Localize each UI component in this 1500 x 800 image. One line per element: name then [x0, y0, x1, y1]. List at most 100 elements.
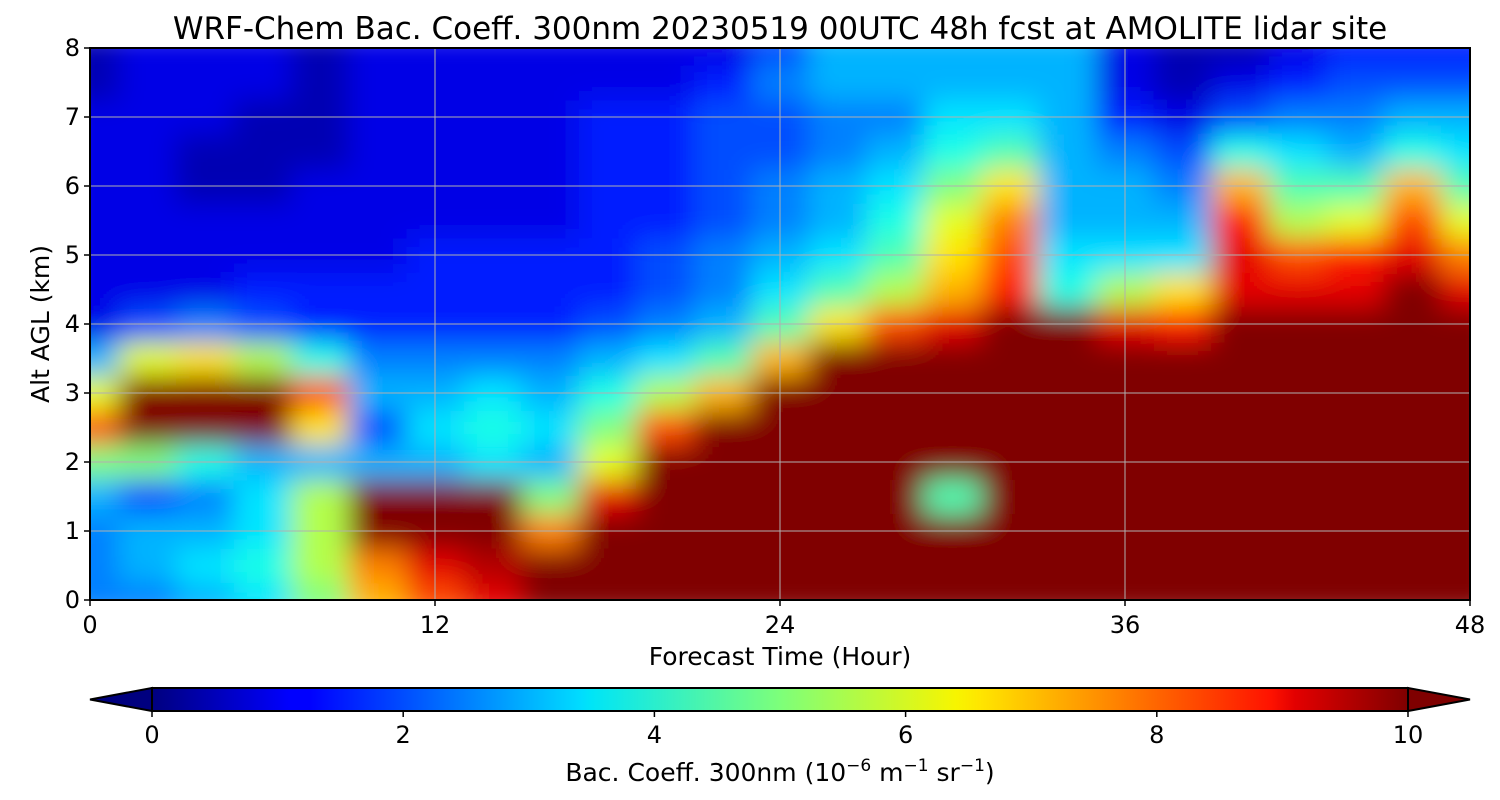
heatmap-cell: [521, 410, 580, 446]
heatmap-cell: [176, 341, 235, 377]
heatmap-cell: [90, 65, 120, 101]
heatmap-cell: [1268, 272, 1327, 308]
heatmap-cell: [578, 479, 637, 515]
heatmap-cell: [463, 548, 522, 584]
heatmap-cell: [1268, 479, 1327, 515]
heatmap-cell: [1441, 48, 1470, 66]
heatmap-cell: [1211, 203, 1270, 239]
colorbar-ticks: 0 2 4 6 8 10: [144, 711, 1423, 749]
heatmap-cell: [693, 479, 752, 515]
heatmap-cell: [90, 479, 120, 515]
heatmap-cell: [1211, 134, 1270, 170]
x-tick-label: 48: [1455, 611, 1486, 639]
heatmap-cell: [1153, 548, 1212, 584]
x-tick-label: 0: [82, 611, 97, 639]
heatmap-cell: [521, 203, 580, 239]
heatmap-cell: [1153, 582, 1212, 600]
heatmap-cell: [808, 272, 867, 308]
heatmap-cell: [1268, 134, 1327, 170]
heatmap-cell: [1441, 410, 1470, 446]
x-axis: 0 12 24 36 48: [82, 600, 1485, 639]
heatmap-cell: [233, 134, 292, 170]
heatmap-cell: [1153, 272, 1212, 308]
heatmap-cell: [808, 341, 867, 377]
heatmap-cell: [1326, 479, 1385, 515]
heatmap-cell: [348, 272, 407, 308]
heatmap-cell: [923, 203, 982, 239]
heatmap-cell: [291, 410, 350, 446]
heatmap-cell: [1326, 203, 1385, 239]
heatmap-cell: [1383, 203, 1442, 239]
heatmap-cell: [348, 410, 407, 446]
heatmap-cell: [866, 341, 925, 377]
colorbar-label-exp1: −6: [846, 756, 871, 776]
colorbar-label-exp2: −1: [904, 756, 929, 776]
y-tick-label: 0: [65, 586, 80, 614]
heatmap-cell: [866, 134, 925, 170]
heatmap-cell: [1153, 479, 1212, 515]
heatmap-cell: [1268, 341, 1327, 377]
heatmap-cell: [578, 410, 637, 446]
heatmap-cell: [578, 65, 637, 101]
heatmap-cell: [1153, 203, 1212, 239]
heatmap-cell: [1153, 410, 1212, 446]
heatmap-cell: [1153, 65, 1212, 101]
heatmap-cell: [578, 134, 637, 170]
heatmap-cell: [1441, 65, 1470, 101]
y-tick-label: 6: [65, 172, 80, 200]
heatmap-cell: [808, 134, 867, 170]
heatmap-cell: [636, 341, 695, 377]
heatmap-cell: [291, 341, 350, 377]
heatmap-cell: [463, 203, 522, 239]
heatmap-cell: [521, 48, 580, 66]
y-tick-label: 4: [65, 310, 80, 338]
heatmap-cell: [1441, 582, 1470, 600]
heatmap-cell: [233, 341, 292, 377]
colorbar-gradient: [152, 688, 1408, 711]
heatmap-cell: [578, 272, 637, 308]
heatmap-cell: [176, 203, 235, 239]
heatmap-cell: [291, 582, 350, 600]
heatmap-cell: [866, 48, 925, 66]
x-tick-label: 36: [1110, 611, 1141, 639]
heatmap-cell: [176, 582, 235, 600]
heatmap-cell: [233, 548, 292, 584]
heatmap-cell: [90, 134, 120, 170]
heatmap-cell: [578, 341, 637, 377]
chart-title-group: WRF-Chem Bac. Coeff. 300nm 20230519 00UT…: [173, 11, 1387, 47]
heatmap-cell: [1038, 479, 1097, 515]
heatmap-cell: [1441, 548, 1470, 584]
colorbar-tick-label: 0: [144, 721, 159, 749]
heatmap-cell: [1268, 410, 1327, 446]
heatmap-cell: [981, 134, 1040, 170]
heatmap-cell: [348, 203, 407, 239]
heatmap-cell: [521, 134, 580, 170]
heatmap-cell: [1326, 410, 1385, 446]
colorbar-label-close: ): [985, 758, 995, 787]
heatmap-cell: [866, 582, 925, 600]
heatmap-cell: [636, 203, 695, 239]
heatmap-cell: [233, 479, 292, 515]
heatmap-cell: [1441, 134, 1470, 170]
y-tick-label: 1: [65, 517, 80, 545]
heatmap-cell: [1211, 341, 1270, 377]
heatmap-cell: [521, 65, 580, 101]
x-tick-label: 12: [420, 611, 451, 639]
heatmap-cell: [866, 410, 925, 446]
heatmap-cell: [636, 582, 695, 600]
heatmap-cell: [1383, 272, 1442, 308]
heatmap-cell: [463, 582, 522, 600]
y-tick-label: 7: [65, 103, 80, 131]
heatmap-cell: [90, 203, 120, 239]
heatmap-cell: [1383, 134, 1442, 170]
colorbar-tick-label: 4: [647, 721, 662, 749]
heatmap-cell: [1383, 65, 1442, 101]
heatmap-cell: [176, 272, 235, 308]
heatmap-cell: [118, 479, 177, 515]
colorbar-label-exp3: −1: [960, 756, 985, 776]
heatmap-cell: [981, 272, 1040, 308]
heatmap-cell: [923, 479, 982, 515]
heatmap-cell: [118, 272, 177, 308]
heatmap-cell: [981, 203, 1040, 239]
colorbar-label-sr: sr: [929, 758, 961, 787]
